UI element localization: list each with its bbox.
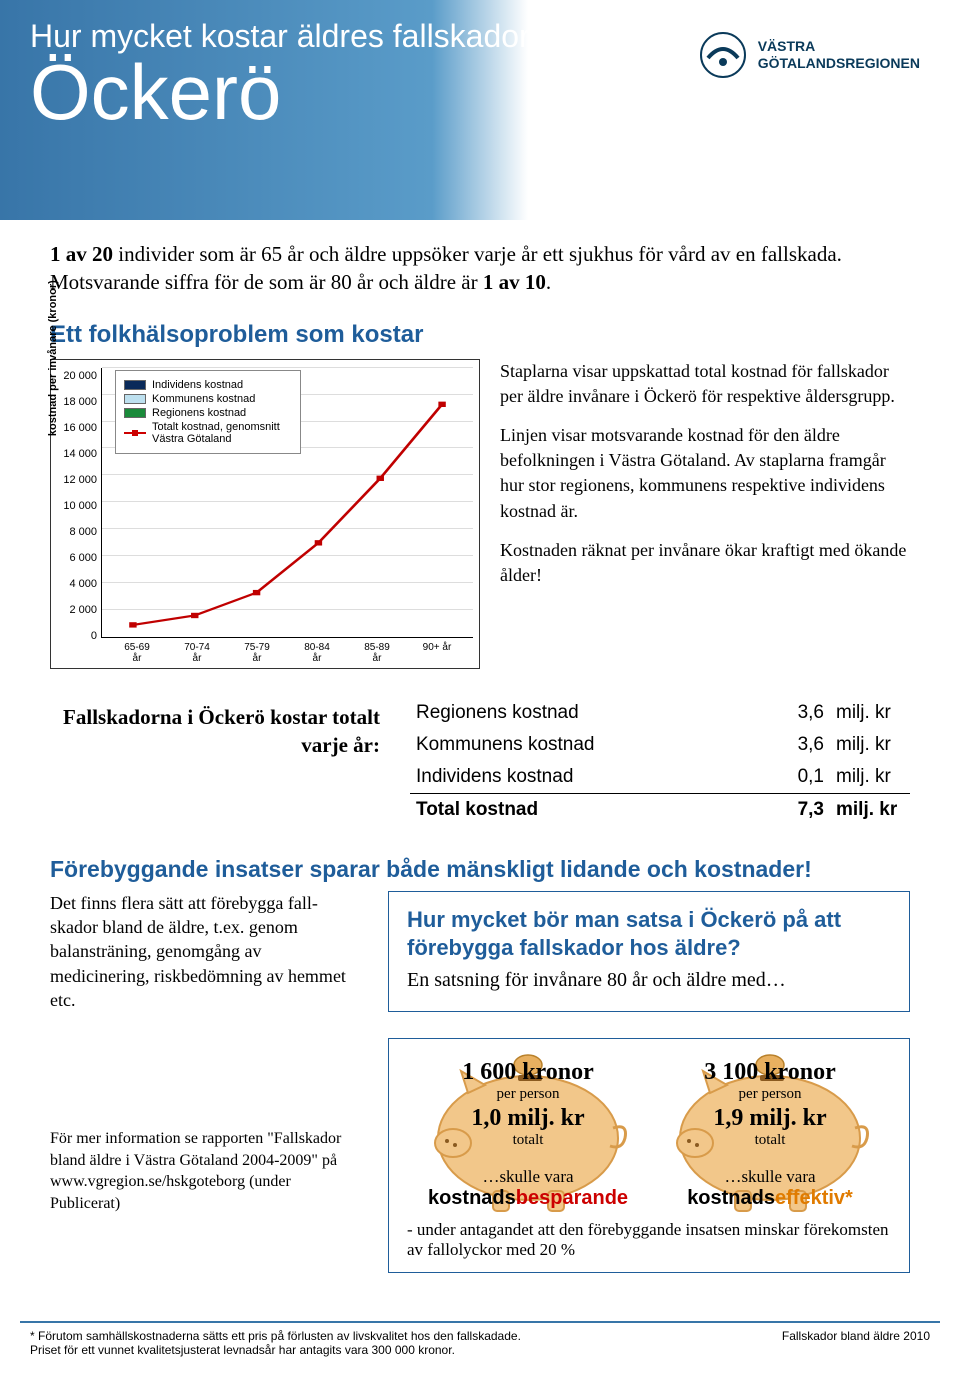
info-text: För mer information se rapporten "Fallsk… <box>50 1038 360 1273</box>
intro-paragraph: 1 av 20 individer som är 65 år och äldre… <box>50 240 910 297</box>
pig1-perperson: per person <box>418 1086 638 1103</box>
chart-desc-p2: Linjen visar motsvarande kostnad för den… <box>500 423 910 524</box>
pig2-cost: kostnadseffektiv* <box>660 1187 880 1210</box>
legend-swatch-line <box>124 428 146 438</box>
callout-title: Hur mycket bör man satsa i Öckerö på att… <box>407 906 891 963</box>
cost-total-unit: milj. kr <box>830 793 910 826</box>
pig2-cost-hl: effektiv* <box>775 1187 853 1209</box>
legend-label-line: Totalt kostnad, genomsnitt Västra Götala… <box>152 421 292 445</box>
logo-text-2: GÖTALANDSREGIONEN <box>758 55 920 72</box>
cost-table: Regionens kostnad3,6milj. krKommunens ko… <box>410 697 910 826</box>
logo-text: VÄSTRA GÖTALANDSREGIONEN <box>758 38 920 72</box>
pig2-would: …skulle vara <box>660 1167 880 1187</box>
content: 1 av 20 individer som är 65 år och äldre… <box>0 240 960 1293</box>
cost-unit: milj. kr <box>830 729 910 761</box>
pig-row: För mer information se rapporten "Fallsk… <box>50 1038 910 1273</box>
cost-unit: milj. kr <box>830 761 910 794</box>
pig-column-2: 3 100 kronor per person 1,9 milj. kr tot… <box>660 1053 880 1210</box>
cost-unit: milj. kr <box>830 697 910 729</box>
cost-val: 3,6 <box>770 697 830 729</box>
cost-name: Regionens kostnad <box>410 697 770 729</box>
cost-val: 0,1 <box>770 761 830 794</box>
legend-label-kommun: Kommunens kostnad <box>152 393 255 405</box>
chart-ylabel: kostnad per invånare (kronor) <box>47 280 59 436</box>
logo-text-1: VÄSTRA <box>758 38 920 55</box>
chart-description: Staplarna visar uppskattad total kostnad… <box>500 359 910 669</box>
cost-name: Kommunens kostnad <box>410 729 770 761</box>
footer-right: Fallskador bland äldre 2010 <box>782 1329 930 1343</box>
callout-box: Hur mycket bör man satsa i Öckerö på att… <box>388 891 910 1012</box>
logo: VÄSTRA GÖTALANDSREGIONEN <box>698 30 920 80</box>
intro-text-2: . <box>546 270 551 294</box>
pig2-milj: 1,9 milj. kr <box>660 1105 880 1132</box>
legend-label-region: Regionens kostnad <box>152 407 246 419</box>
legend-label-individ: Individens kostnad <box>152 379 243 391</box>
pig1-totalt: totalt <box>418 1132 638 1149</box>
pig1-would: …skulle vara <box>418 1167 638 1187</box>
footer: * Förutom samhällskostnaderna sätts ett … <box>20 1321 940 1363</box>
pig1-milj: 1,0 milj. kr <box>418 1105 638 1132</box>
intro-bold-2: 1 av 10 <box>483 270 546 294</box>
chart-desc-p1: Staplarna visar uppskattad total kostnad… <box>500 359 910 409</box>
pig2-perperson: per person <box>660 1086 880 1103</box>
cost-total-name: Total kostnad <box>410 793 770 826</box>
pig1-cost-hl: besparande <box>516 1187 628 1209</box>
pig-column-1: 1 600 kronor per person 1,0 milj. kr tot… <box>418 1053 638 1210</box>
cost-row: Fallskadorna i Öckerö kostar totalt varj… <box>50 697 910 826</box>
chart-box: kostnad per invånare (kronor) Individens… <box>50 359 480 669</box>
intro-text-1: individer som är 65 år och äldre uppsöke… <box>50 242 842 294</box>
pig-footnote: - under antagandet att den förebyggande … <box>407 1220 891 1260</box>
cost-val: 3,6 <box>770 729 830 761</box>
logo-icon <box>698 30 748 80</box>
intro-bold-1: 1 av 20 <box>50 242 113 266</box>
footer-line2: Priset för ett vunnet kvalitetsjusterat … <box>30 1343 930 1357</box>
prevent-text: Det finns flera sätt att förebygga fall-… <box>50 891 360 1012</box>
chart-xaxis: 65-69 år70-74 år75-79 år80-84 år85-89 år… <box>101 638 473 664</box>
chart-yaxis: 20 00018 00016 00014 00012 00010 0008 00… <box>57 368 101 664</box>
pig1-kronor: 1 600 kronor <box>418 1059 638 1086</box>
callout-sub: En satsning för invånare 80 år och äldre… <box>407 969 891 992</box>
chart-row: kostnad per invånare (kronor) Individens… <box>50 359 910 669</box>
cost-total-val: 7,3 <box>770 793 830 826</box>
header-band: Hur mycket kostar äldres fallskador i… Ö… <box>0 0 960 220</box>
legend-swatch-region <box>124 408 146 418</box>
pig1-cost-pre: kostnads <box>428 1187 516 1209</box>
cost-label: Fallskadorna i Öckerö kostar totalt varj… <box>50 697 380 760</box>
pig2-kronor: 3 100 kronor <box>660 1059 880 1086</box>
chart-desc-p3: Kostnaden räknat per invånare ökar kraft… <box>500 538 910 588</box>
chart-legend: Individens kostnad Kommunens kostnad Reg… <box>115 370 301 454</box>
pig2-totalt: totalt <box>660 1132 880 1149</box>
pig1-cost: kostnadsbesparande <box>418 1187 638 1210</box>
pig-box: 1 600 kronor per person 1,0 milj. kr tot… <box>388 1038 910 1273</box>
section-title: Ett folkhälsoproblem som kostar <box>50 321 910 349</box>
prevent-title: Förebyggande insatser sparar både mänskl… <box>50 856 910 883</box>
legend-swatch-kommun <box>124 394 146 404</box>
prevent-row: Det finns flera sätt att förebygga fall-… <box>50 891 910 1012</box>
pig2-cost-pre: kostnads <box>687 1187 775 1209</box>
cost-name: Individens kostnad <box>410 761 770 794</box>
legend-swatch-individ <box>124 380 146 390</box>
